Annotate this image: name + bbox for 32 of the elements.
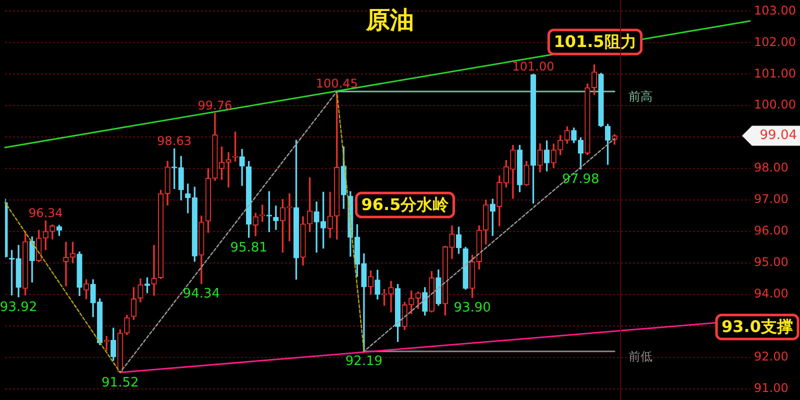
- series-label: 前高: [628, 90, 653, 104]
- annotation: 98.63: [157, 134, 192, 148]
- annotation: 99.76: [198, 98, 232, 112]
- y-tick-label: 91.00: [754, 380, 788, 395]
- annotation: 96.5分水岭: [361, 195, 450, 214]
- annotation: 93.0支撑: [722, 317, 794, 336]
- candlestick: [286, 193, 292, 242]
- annotation: 93.92: [0, 300, 38, 315]
- annotation: 96.34: [28, 206, 63, 220]
- series-label: 前低: [628, 349, 653, 364]
- y-tick-label: 98.00: [754, 160, 788, 175]
- y-tick-label: 100.00: [754, 98, 796, 112]
- candlestick: [151, 244, 157, 296]
- text: 99.04: [760, 128, 797, 144]
- annotation: 101.5阻力: [554, 32, 636, 52]
- y-tick-label: 95.00: [754, 255, 788, 270]
- y-tick-label: 94.00: [754, 286, 788, 301]
- chart-title: 原油: [365, 6, 414, 34]
- annotation: 100.45: [316, 76, 358, 91]
- annotation: 92.19: [345, 354, 383, 370]
- annotation: 94.34: [182, 286, 220, 302]
- y-tick-label: 102.00: [754, 34, 796, 49]
- annotation: 97.98: [562, 172, 600, 188]
- y-tick-label: 103.00: [754, 3, 796, 18]
- y-tick-label: 96.00: [754, 224, 788, 238]
- annotation: 101.00: [512, 59, 554, 74]
- annotation: 91.52: [102, 375, 139, 390]
- y-tick-label: 101.00: [754, 66, 796, 80]
- annotation: 93.90: [454, 300, 491, 316]
- annotation: 95.81: [230, 240, 268, 256]
- y-tick-label: 97.00: [754, 192, 788, 206]
- y-tick-label: 92.00: [754, 349, 788, 364]
